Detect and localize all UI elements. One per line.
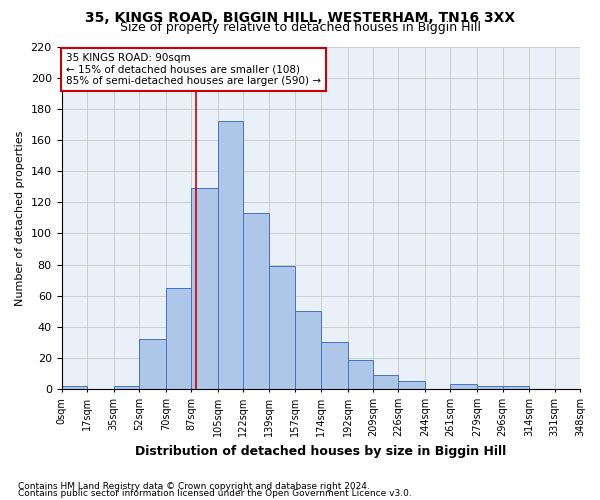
Text: Contains HM Land Registry data © Crown copyright and database right 2024.: Contains HM Land Registry data © Crown c… — [18, 482, 370, 491]
Bar — [269, 266, 295, 389]
Bar — [295, 312, 321, 389]
Bar — [62, 386, 87, 389]
Bar — [477, 386, 503, 389]
Bar — [243, 213, 269, 389]
Text: 35, KINGS ROAD, BIGGIN HILL, WESTERHAM, TN16 3XX: 35, KINGS ROAD, BIGGIN HILL, WESTERHAM, … — [85, 12, 515, 26]
Bar — [191, 188, 218, 389]
Bar — [503, 386, 529, 389]
Text: 35 KINGS ROAD: 90sqm
← 15% of detached houses are smaller (108)
85% of semi-deta: 35 KINGS ROAD: 90sqm ← 15% of detached h… — [66, 52, 321, 86]
Bar — [139, 340, 166, 389]
Bar — [321, 342, 347, 389]
Bar — [218, 122, 243, 389]
Text: Contains public sector information licensed under the Open Government Licence v3: Contains public sector information licen… — [18, 490, 412, 498]
Text: Size of property relative to detached houses in Biggin Hill: Size of property relative to detached ho… — [119, 22, 481, 35]
X-axis label: Distribution of detached houses by size in Biggin Hill: Distribution of detached houses by size … — [135, 444, 506, 458]
Bar — [451, 384, 477, 389]
Bar — [166, 288, 191, 389]
Bar — [347, 360, 373, 389]
Bar — [373, 375, 398, 389]
Bar — [398, 382, 425, 389]
Y-axis label: Number of detached properties: Number of detached properties — [15, 130, 25, 306]
Bar — [113, 386, 139, 389]
